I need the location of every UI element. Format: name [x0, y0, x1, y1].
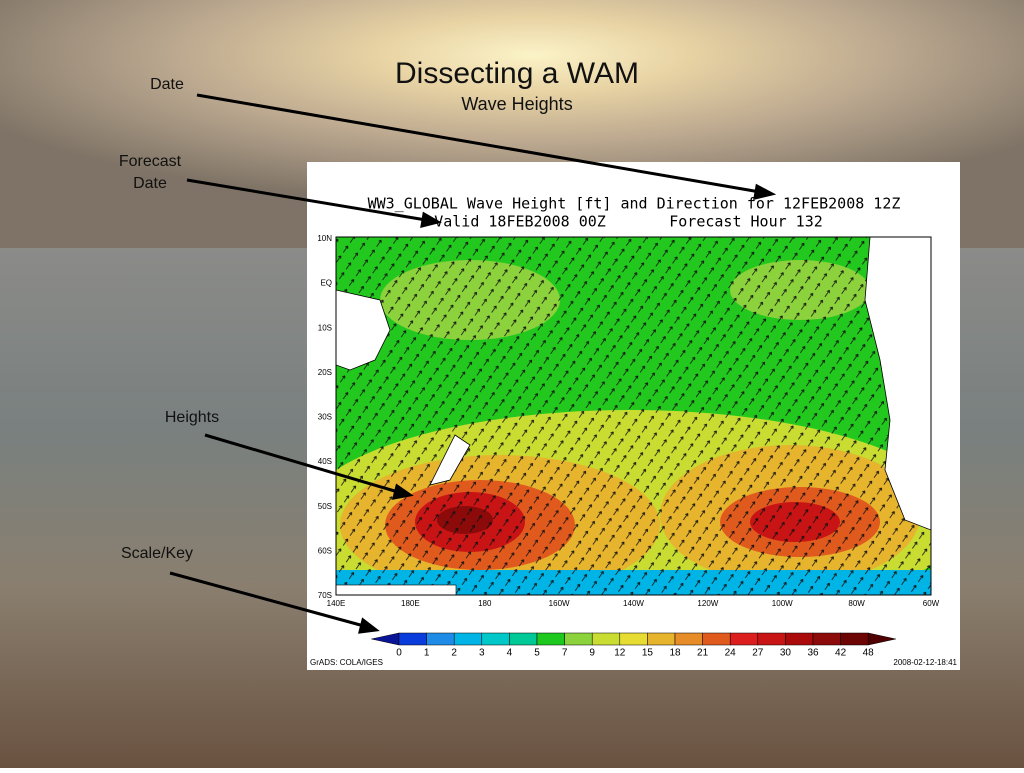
- scale-swatch: [481, 632, 510, 646]
- scale-swatch: [509, 632, 538, 646]
- scale-swatch: [426, 632, 455, 646]
- lat-label: 50S: [318, 502, 332, 511]
- slide-subtitle: Wave Heights: [461, 94, 572, 114]
- lon-label: 180: [478, 599, 492, 608]
- scale-swatch: [564, 632, 593, 646]
- map-forecast-hour: Forecast Hour 132: [669, 213, 823, 231]
- scale-label: 27: [752, 648, 764, 659]
- lat-label: 10N: [317, 234, 332, 243]
- scale-label: 2: [451, 648, 457, 659]
- lat-label: 20S: [318, 368, 332, 377]
- lon-label: 140E: [327, 599, 346, 608]
- scale-swatch: [812, 632, 841, 646]
- map-timestamp: 2008-02-12-18:41: [893, 658, 957, 667]
- lat-label: 30S: [318, 413, 332, 422]
- map-valid: Valid 18FEB2008 00Z: [434, 213, 606, 231]
- scale-label: 9: [589, 648, 595, 659]
- scale-label: 18: [669, 648, 681, 659]
- scale-swatch: [398, 632, 427, 646]
- scale-label: 24: [725, 648, 737, 659]
- scale-bar: 0 1 2 3 4 5 7 9 12 15 18 21 24 27 30 36 42 48: [371, 632, 896, 659]
- scale-label: 15: [642, 648, 654, 659]
- lon-label: 120W: [697, 599, 718, 608]
- scale-swatch: [647, 632, 676, 646]
- map-credit: GrADS: COLA/IGES: [310, 658, 383, 667]
- lat-label: 70S: [318, 591, 332, 600]
- annotation-scale: Scale/Key: [121, 545, 193, 562]
- map-title: WW3_GLOBAL Wave Height [ft] and Directio…: [368, 195, 901, 213]
- lon-label: 80W: [848, 599, 865, 608]
- scale-swatch: [757, 632, 786, 646]
- scale-swatch: [840, 632, 869, 646]
- scale-label: 4: [507, 648, 513, 659]
- scale-swatch: [453, 632, 483, 646]
- scale-swatch: [619, 632, 648, 646]
- plot-frame: [335, 236, 932, 596]
- annotation-forecast: Date: [133, 175, 167, 192]
- scale-swatch: [729, 632, 759, 646]
- lat-label: EQ: [320, 279, 332, 288]
- scale-label: 42: [835, 648, 847, 659]
- wave-map: [336, 237, 931, 595]
- lon-label: 60W: [923, 599, 940, 608]
- annotation-heights: Heights: [165, 409, 219, 426]
- lat-label: 60S: [318, 546, 332, 555]
- scale-label: 12: [614, 648, 626, 659]
- scale-label: 0: [396, 648, 402, 659]
- scale-label: 36: [807, 648, 819, 659]
- lat-label: 40S: [318, 457, 332, 466]
- annotation-date: Date: [150, 76, 184, 93]
- scale-swatch: [702, 632, 731, 646]
- scale-swatch: [867, 632, 896, 646]
- scale-label: 30: [780, 648, 792, 659]
- scale-label: 48: [863, 648, 875, 659]
- scale-label: 21: [697, 648, 709, 659]
- slide-title: Dissecting a WAM: [395, 57, 639, 90]
- lon-label: 100W: [772, 599, 793, 608]
- scale-swatch: [785, 632, 814, 646]
- scale-label: 7: [562, 648, 568, 659]
- lat-label: 10S: [318, 323, 332, 332]
- lon-label: 140W: [623, 599, 644, 608]
- scale-swatch: [591, 632, 621, 646]
- scale-label: 3: [479, 648, 485, 659]
- lon-label: 160W: [549, 599, 570, 608]
- lon-label: 180E: [401, 599, 420, 608]
- annotation-arrows: [169, 93, 777, 634]
- scale-label: 1: [424, 648, 430, 659]
- scale-swatch: [536, 632, 565, 646]
- annotation-forecast: Forecast: [119, 153, 182, 170]
- scale-swatch: [674, 632, 703, 646]
- scale-label: 5: [534, 648, 540, 659]
